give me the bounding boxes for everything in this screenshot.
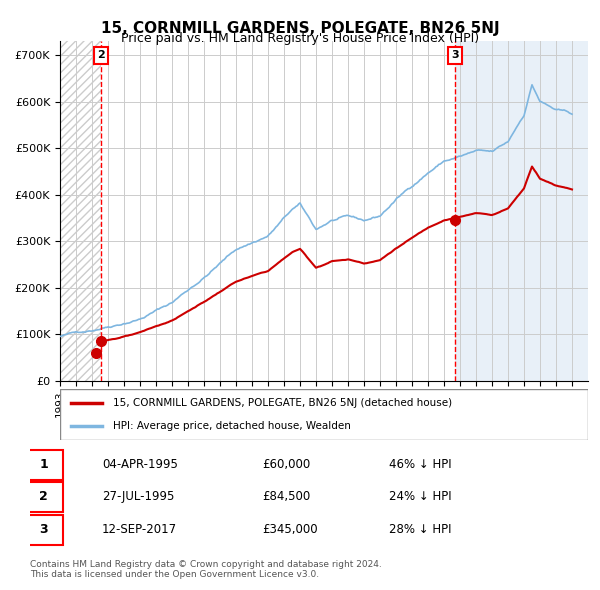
Text: HPI: Average price, detached house, Wealden: HPI: Average price, detached house, Weal… xyxy=(113,421,350,431)
Text: 46% ↓ HPI: 46% ↓ HPI xyxy=(389,458,451,471)
Text: 2: 2 xyxy=(97,50,105,60)
Text: 27-JUL-1995: 27-JUL-1995 xyxy=(102,490,174,503)
Text: 15, CORNMILL GARDENS, POLEGATE, BN26 5NJ: 15, CORNMILL GARDENS, POLEGATE, BN26 5NJ xyxy=(101,21,499,35)
Text: 2: 2 xyxy=(40,490,48,503)
Text: 04-APR-1995: 04-APR-1995 xyxy=(102,458,178,471)
Bar xyxy=(455,41,588,381)
FancyBboxPatch shape xyxy=(25,481,63,512)
Text: 15, CORNMILL GARDENS, POLEGATE, BN26 5NJ (detached house): 15, CORNMILL GARDENS, POLEGATE, BN26 5NJ… xyxy=(113,398,452,408)
FancyBboxPatch shape xyxy=(60,389,588,440)
Text: This data is licensed under the Open Government Licence v3.0.: This data is licensed under the Open Gov… xyxy=(30,571,319,579)
Text: 28% ↓ HPI: 28% ↓ HPI xyxy=(389,523,451,536)
Text: Price paid vs. HM Land Registry's House Price Index (HPI): Price paid vs. HM Land Registry's House … xyxy=(121,32,479,45)
Text: £345,000: £345,000 xyxy=(262,523,317,536)
Text: 3: 3 xyxy=(451,50,459,60)
FancyBboxPatch shape xyxy=(25,450,63,480)
Text: £84,500: £84,500 xyxy=(262,490,310,503)
Text: £60,000: £60,000 xyxy=(262,458,310,471)
Text: 12-SEP-2017: 12-SEP-2017 xyxy=(102,523,177,536)
Text: Contains HM Land Registry data © Crown copyright and database right 2024.: Contains HM Land Registry data © Crown c… xyxy=(30,560,382,569)
Text: 24% ↓ HPI: 24% ↓ HPI xyxy=(389,490,451,503)
Text: 1: 1 xyxy=(40,458,48,471)
FancyBboxPatch shape xyxy=(25,514,63,545)
Bar xyxy=(60,41,101,381)
Text: 3: 3 xyxy=(40,523,48,536)
